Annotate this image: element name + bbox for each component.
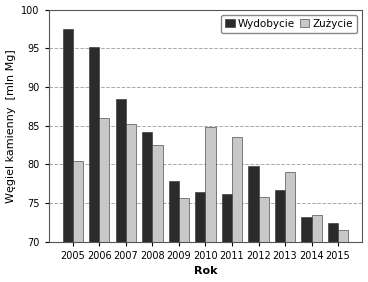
Legend: Wydobycie, Zużycie: Wydobycie, Zużycie [221,15,357,33]
Bar [126,124,136,282]
Bar [312,215,322,282]
Bar [205,127,216,282]
Bar [169,181,179,282]
Bar [301,217,312,282]
Y-axis label: Węgiel kamienny  [mln Mg]: Węgiel kamienny [mln Mg] [6,49,15,202]
Bar [285,172,295,282]
Bar [116,99,126,282]
Bar [63,29,73,282]
Bar [338,230,348,282]
Bar [152,145,163,282]
Bar [275,190,285,282]
Bar [142,132,152,282]
Bar [232,137,242,282]
Bar [89,47,99,282]
Bar [222,194,232,282]
Bar [259,197,269,282]
Bar [73,161,83,282]
Bar [179,199,189,282]
Bar [195,191,205,282]
Bar [99,118,109,282]
Bar [248,166,259,282]
Bar [328,223,338,282]
X-axis label: Rok: Rok [194,266,217,276]
